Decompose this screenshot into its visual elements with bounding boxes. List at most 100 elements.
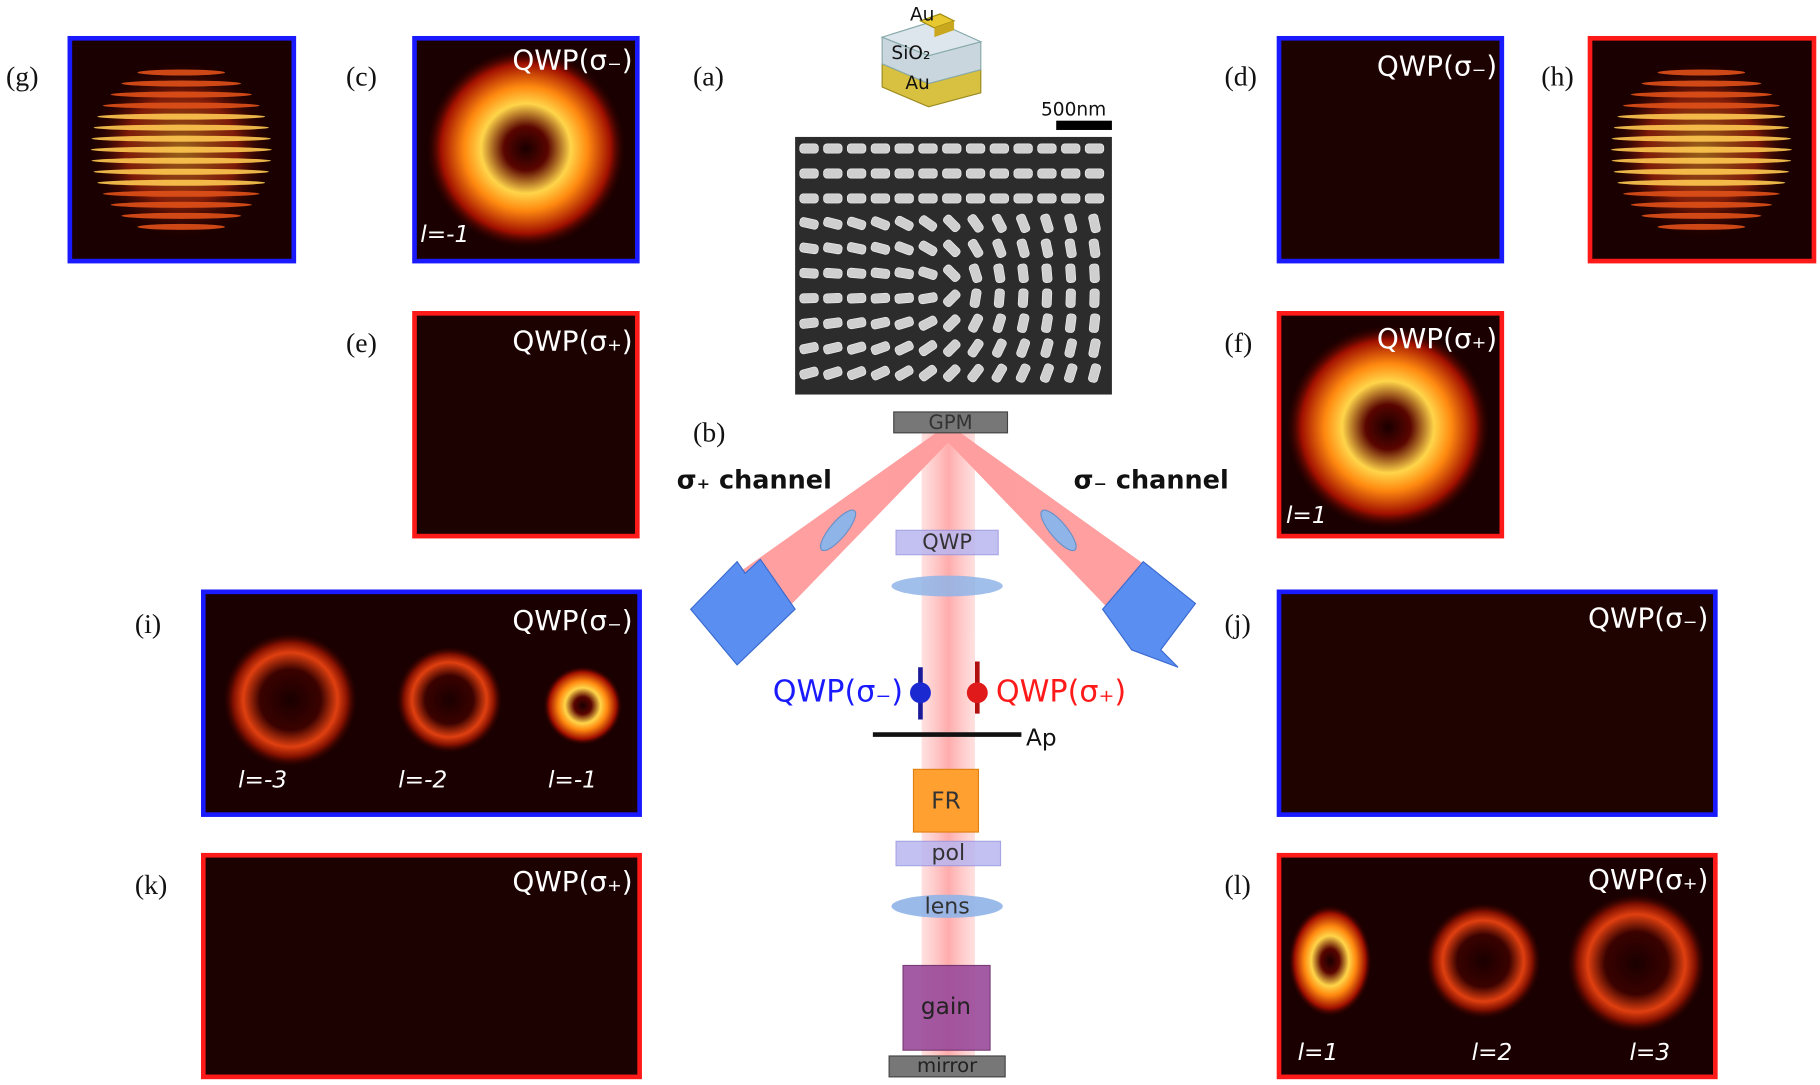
nanoantenna: [870, 316, 891, 330]
nanoantenna: [870, 143, 891, 154]
nanoantenna: [991, 213, 1007, 233]
qwp-label: QWP: [922, 530, 972, 554]
panel-title: QWP(σ₊): [1377, 322, 1497, 355]
lens: [819, 509, 857, 552]
fringe: [1657, 223, 1746, 230]
fringe: [91, 135, 272, 142]
sample-schematic: Au SiO₂ Au: [880, 5, 983, 108]
nanoantenna: [918, 240, 938, 257]
fringe: [97, 113, 266, 120]
nanoantenna: [894, 193, 914, 204]
fringe: [1617, 179, 1786, 186]
nanoantenna: [918, 193, 938, 204]
nanoantenna: [943, 339, 961, 357]
nanoantenna: [918, 266, 938, 280]
nanoantenna: [943, 289, 961, 307]
nanoantenna: [989, 143, 1009, 154]
nanoantenna: [1088, 313, 1101, 333]
fringe: [1610, 146, 1792, 153]
nanoantenna: [993, 288, 1005, 308]
qwp: [895, 529, 999, 556]
polarizer-label: pol: [931, 841, 965, 866]
nanoantenna: [1065, 263, 1077, 283]
nanoantenna: [1037, 143, 1057, 154]
nanoantenna: [799, 342, 819, 355]
nanoantenna: [918, 215, 938, 232]
faraday-rotator: [912, 768, 980, 833]
nanoantenna: [989, 193, 1009, 204]
nanoantenna: [991, 338, 1007, 358]
nanoantenna: [823, 193, 843, 204]
panel-title: QWP(σ₊): [512, 865, 632, 898]
fringe: [102, 190, 260, 197]
nanoantenna: [870, 365, 890, 381]
fringe: [137, 223, 226, 230]
nanoantenna: [799, 217, 819, 230]
nanoantenna: [846, 242, 867, 255]
panel-label: (a): [693, 61, 724, 92]
nanoantenna: [1064, 238, 1077, 259]
nanoantenna: [969, 288, 982, 308]
nanoantenna: [991, 363, 1008, 383]
nanoantenna: [823, 317, 843, 329]
nanoantenna: [943, 214, 961, 233]
mode-label: l=-2: [398, 766, 447, 793]
nanoantenna: [870, 241, 891, 255]
fringe: [1617, 113, 1786, 120]
nanoantenna: [967, 338, 984, 358]
nanoantenna: [965, 193, 986, 204]
fringe: [137, 69, 226, 76]
nanoantenna: [942, 143, 962, 154]
nanoantenna: [1013, 193, 1033, 204]
nanoantenna: [870, 168, 891, 179]
nanoantenna: [992, 313, 1007, 333]
vortex-beam: [1425, 902, 1542, 1019]
channel-label: σ₊ channel: [677, 466, 832, 496]
layer-label: SiO₂: [891, 43, 930, 64]
mode-label: l=-3: [238, 766, 287, 793]
nanoantenna: [846, 366, 867, 381]
panel-title: QWP(σ₊): [1588, 863, 1708, 896]
nanoantenna: [1037, 168, 1057, 179]
nanoantenna: [1040, 238, 1054, 259]
nanoantenna: [799, 143, 819, 154]
fringe: [1630, 201, 1773, 208]
nanoantenna: [1015, 363, 1031, 383]
nanoantenna: [1017, 263, 1029, 284]
fringe: [1641, 212, 1762, 219]
nanoantenna: [967, 214, 984, 233]
nanoantenna: [1089, 263, 1100, 283]
nanoantenna: [967, 363, 984, 383]
nanoantenna: [894, 292, 914, 304]
nanoantenna: [1065, 288, 1076, 308]
nanoantenna: [823, 168, 843, 179]
detector: [1101, 560, 1197, 668]
mode-label: l=1: [1286, 502, 1327, 529]
panel-title: QWP(σ₊): [512, 324, 632, 357]
gain-label: gain: [921, 993, 971, 1020]
nanoantenna: [823, 366, 843, 380]
nanoantenna: [965, 168, 986, 179]
fringe: [91, 157, 272, 164]
nanoantenna: [870, 193, 891, 204]
fringe: [1641, 80, 1762, 87]
nanoantenna: [799, 267, 819, 279]
nanoantenna: [918, 143, 938, 154]
fringe: [1611, 157, 1792, 164]
nanoantenna: [894, 340, 914, 356]
fringe: [90, 146, 272, 153]
state-label: QWP(σ₊): [996, 674, 1126, 709]
nanoantenna: [1088, 238, 1101, 259]
beam-images: [88, 48, 1795, 1033]
gpm-label: GPM: [929, 411, 973, 434]
vortex-beam: [395, 646, 503, 754]
nanoantenna: [894, 316, 914, 330]
nanoantenna: [1040, 338, 1054, 358]
nanoantenna: [823, 293, 843, 304]
fringe: [121, 80, 242, 87]
detector: [689, 558, 796, 666]
nanoantenna: [1084, 193, 1105, 204]
fringe: [1630, 91, 1773, 98]
nanoantenna: [1013, 168, 1033, 179]
